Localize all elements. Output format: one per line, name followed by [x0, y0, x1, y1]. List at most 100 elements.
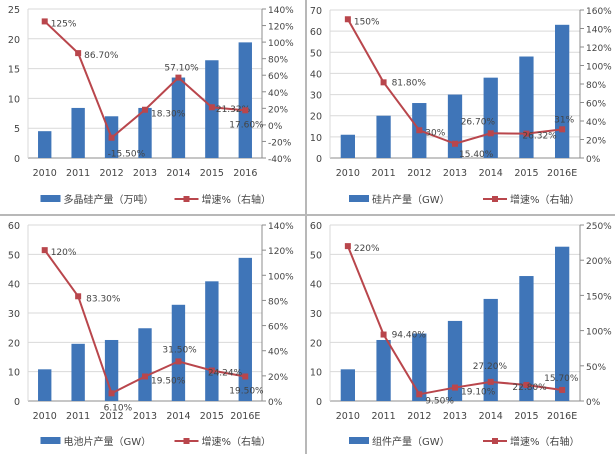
right-axis-tick-label: 120%: [586, 44, 612, 54]
x-axis-tick-label: 2010: [33, 411, 57, 422]
growth-marker: [523, 381, 530, 388]
x-axis-tick-label: 2010: [336, 411, 360, 422]
growth-marker: [208, 104, 215, 111]
bar: [171, 77, 186, 158]
left-axis-tick-label: 0: [316, 154, 322, 165]
left-axis-tick-label: 5: [14, 124, 20, 135]
legend-line-label: 增速%（右轴）: [510, 193, 580, 206]
right-axis-tick-label: 100%: [586, 328, 612, 338]
right-axis-tick-label: 100%: [586, 63, 612, 73]
legend-bar-label: 多晶硅产量（万吨）: [64, 193, 154, 206]
right-axis-tick-label: 80%: [268, 297, 288, 307]
module-chart: 0 10 20 30 40 50 60 0% 50% 100% 150% 200% 250% 2010 20…: [307, 216, 615, 454]
data-label: 26.70%: [461, 117, 496, 127]
growth-marker: [242, 373, 249, 380]
bar: [71, 343, 85, 401]
right-axis-tick-label: 0%: [268, 398, 283, 408]
x-axis-tick-label: 2014: [166, 168, 190, 179]
x-axis-tick-label: 2011: [371, 411, 395, 422]
bar: [519, 276, 534, 401]
bar: [555, 246, 570, 401]
wafer-chart: 0 10 20 30 40 50 60 70 0% 20% 40% 60% 80% 100% 120% 140…: [307, 0, 615, 214]
legend-line-label: 增速%（右轴）: [202, 193, 272, 206]
right-axis-tick-label: 100%: [268, 39, 294, 49]
data-label: 26.32%: [522, 132, 557, 142]
data-label: 18.30%: [151, 110, 186, 120]
right-axis-tick-label: 0%: [268, 122, 283, 132]
data-label: 57.10%: [164, 64, 199, 74]
growth-marker: [41, 18, 48, 25]
growth-marker: [559, 126, 566, 133]
growth-marker: [108, 134, 115, 141]
x-axis-tick-label: 2012: [99, 168, 123, 179]
growth-marker: [75, 50, 82, 57]
right-axis-tick-label: 60%: [586, 100, 606, 110]
growth-marker: [242, 107, 249, 114]
left-axis-tick-label: 70: [310, 6, 322, 17]
right-axis-tick-label: 250%: [586, 222, 612, 232]
legend-line-label: 增速%（右轴）: [510, 435, 580, 448]
legend-bar-label: 组件产量（GW）: [372, 435, 450, 448]
right-axis-tick-label: 80%: [268, 56, 288, 66]
data-label: 31.50%: [162, 345, 197, 355]
growth-marker: [41, 247, 48, 254]
left-axis-tick-label: 50: [310, 48, 322, 59]
growth-marker: [487, 130, 494, 137]
polysilicon-chart: 0 5 10 15 20 25 -40% -20% 0% 20% 40% 60% 80% 100% 120%…: [0, 0, 305, 214]
left-axis-tick-label: 25: [8, 5, 20, 16]
x-axis-tick-label: 2013: [133, 168, 157, 179]
x-axis-tick-label: 2011: [66, 411, 90, 422]
left-axis-tick-label: 20: [310, 112, 322, 123]
horizontal-divider: [0, 214, 615, 216]
data-label: 6.10%: [104, 403, 133, 413]
x-axis-tick-label: 2014: [479, 411, 503, 422]
chart-svg: 0 5 10 15 20 25 -40% -20% 0% 20% 40% 60% 80% 100% 120%…: [8, 5, 294, 206]
data-label: 21.32%: [216, 105, 251, 115]
legend-line-marker: [492, 196, 498, 202]
growth-marker: [344, 16, 351, 23]
bar: [38, 131, 52, 158]
bar: [171, 304, 186, 401]
x-axis-tick-label: 2014: [166, 411, 190, 422]
right-axis-tick-label: 60%: [268, 72, 288, 82]
x-axis-tick-label: 2013: [133, 411, 157, 422]
right-axis-tick-label: 20%: [268, 105, 288, 115]
growth-marker: [142, 373, 148, 380]
x-axis-tick-label: 2016E: [547, 168, 577, 179]
data-label: 9.50%: [425, 396, 454, 406]
left-axis-tick-label: 10: [8, 368, 20, 379]
x-axis-tick-label: 2016E: [547, 411, 577, 422]
right-axis-tick-label: 20%: [268, 373, 288, 383]
legend-line-marker: [183, 438, 190, 444]
left-axis-tick-label: 20: [8, 338, 20, 349]
left-axis-tick-label: 0: [316, 397, 322, 408]
left-axis-tick-label: 30: [310, 309, 322, 320]
legend-bar-swatch: [40, 195, 61, 202]
right-axis-tick-label: 120%: [268, 247, 294, 257]
x-axis-tick-label: 2012: [407, 411, 431, 422]
x-axis-tick-label: 2010: [33, 168, 57, 179]
bar: [412, 333, 427, 401]
right-axis-tick-label: 0%: [586, 155, 601, 165]
data-label: 24.24%: [208, 369, 243, 379]
right-axis-tick-label: 50%: [586, 363, 606, 373]
data-label: 17.60%: [229, 120, 264, 130]
left-axis-tick-label: 10: [310, 133, 322, 144]
growth-marker: [487, 378, 494, 385]
left-axis-tick-label: 20: [310, 338, 322, 349]
left-axis-tick-label: 30: [310, 91, 322, 102]
right-axis-tick-label: 140%: [268, 222, 294, 232]
legend-bar-swatch: [40, 437, 61, 444]
growth-marker: [416, 127, 423, 134]
chart-svg: 0 10 20 30 40 50 60 0% 50% 100% 150% 200% 250% 2010 20…: [310, 221, 612, 448]
left-axis-tick-label: 15: [8, 65, 20, 76]
growth-marker: [380, 331, 387, 338]
growth-marker: [75, 293, 82, 300]
right-axis-tick-label: 60%: [268, 323, 288, 333]
growth-marker: [208, 367, 215, 374]
cell-chart: 0 10 20 30 40 50 60 0% 20% 40% 60% 80% 100% 120% 140% 2…: [0, 216, 305, 454]
data-label: 150%: [354, 17, 380, 27]
bar: [483, 77, 498, 158]
right-axis-tick-label: -40%: [268, 155, 292, 165]
